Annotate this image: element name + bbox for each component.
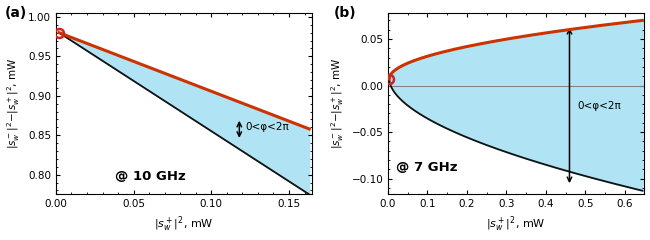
Text: 0<φ<2π: 0<φ<2π (246, 122, 289, 132)
Text: @ 7 GHz: @ 7 GHz (396, 161, 458, 174)
Text: @ 10 GHz: @ 10 GHz (115, 170, 186, 183)
Text: (a): (a) (5, 6, 27, 20)
Y-axis label: $|s^-_w|^2$$-$$|s^+_w|^2$, mW: $|s^-_w|^2$$-$$|s^+_w|^2$, mW (6, 58, 22, 150)
X-axis label: $|s^+_w|^2$, mW: $|s^+_w|^2$, mW (154, 215, 214, 234)
Y-axis label: $|s^-_w|^2$$-$$|s^+_w|^2$, mW: $|s^-_w|^2$$-$$|s^+_w|^2$, mW (329, 58, 346, 150)
Text: (b): (b) (334, 6, 357, 20)
X-axis label: $|s^+_w|^2$, mW: $|s^+_w|^2$, mW (486, 215, 546, 234)
Text: 0<φ<2π: 0<φ<2π (577, 101, 621, 111)
